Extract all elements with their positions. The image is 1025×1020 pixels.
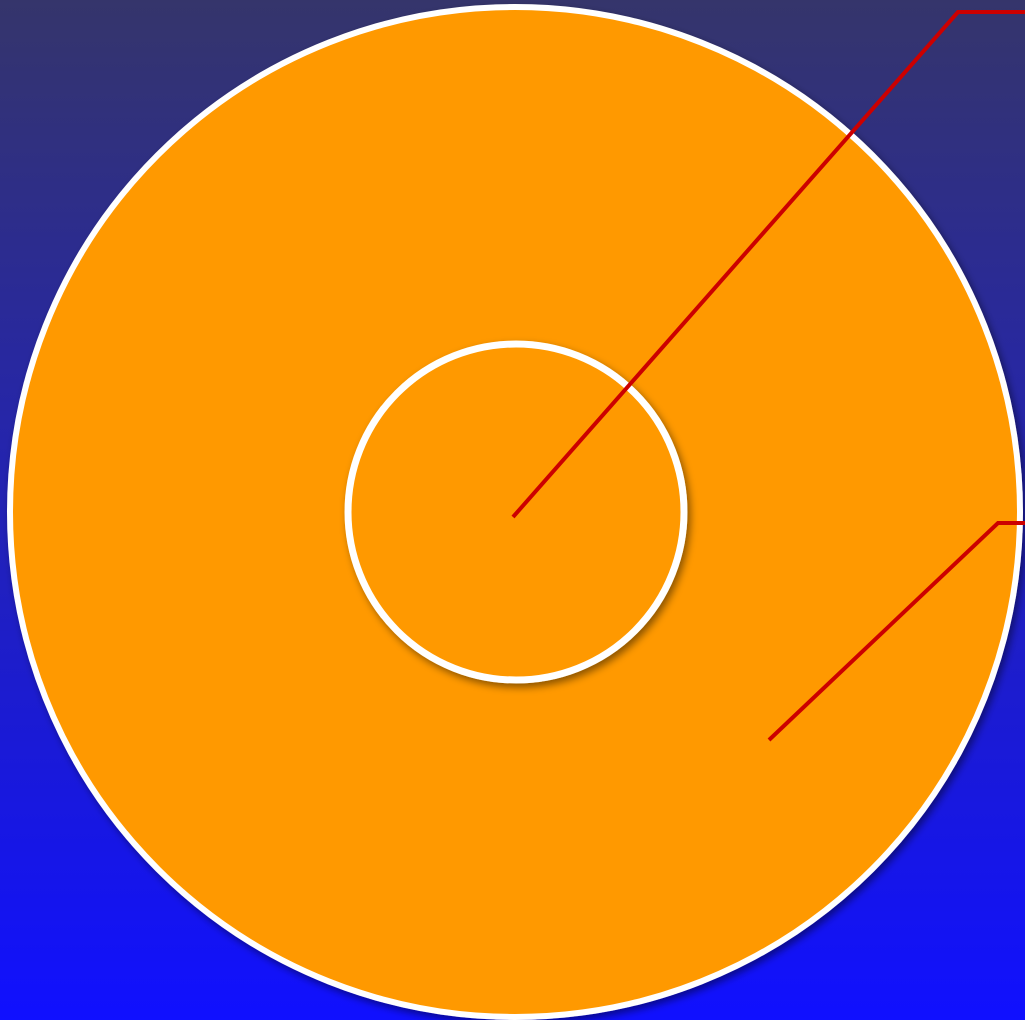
- leader-line-outer: [767, 521, 1025, 742]
- leader-line-inner: [511, 10, 1025, 519]
